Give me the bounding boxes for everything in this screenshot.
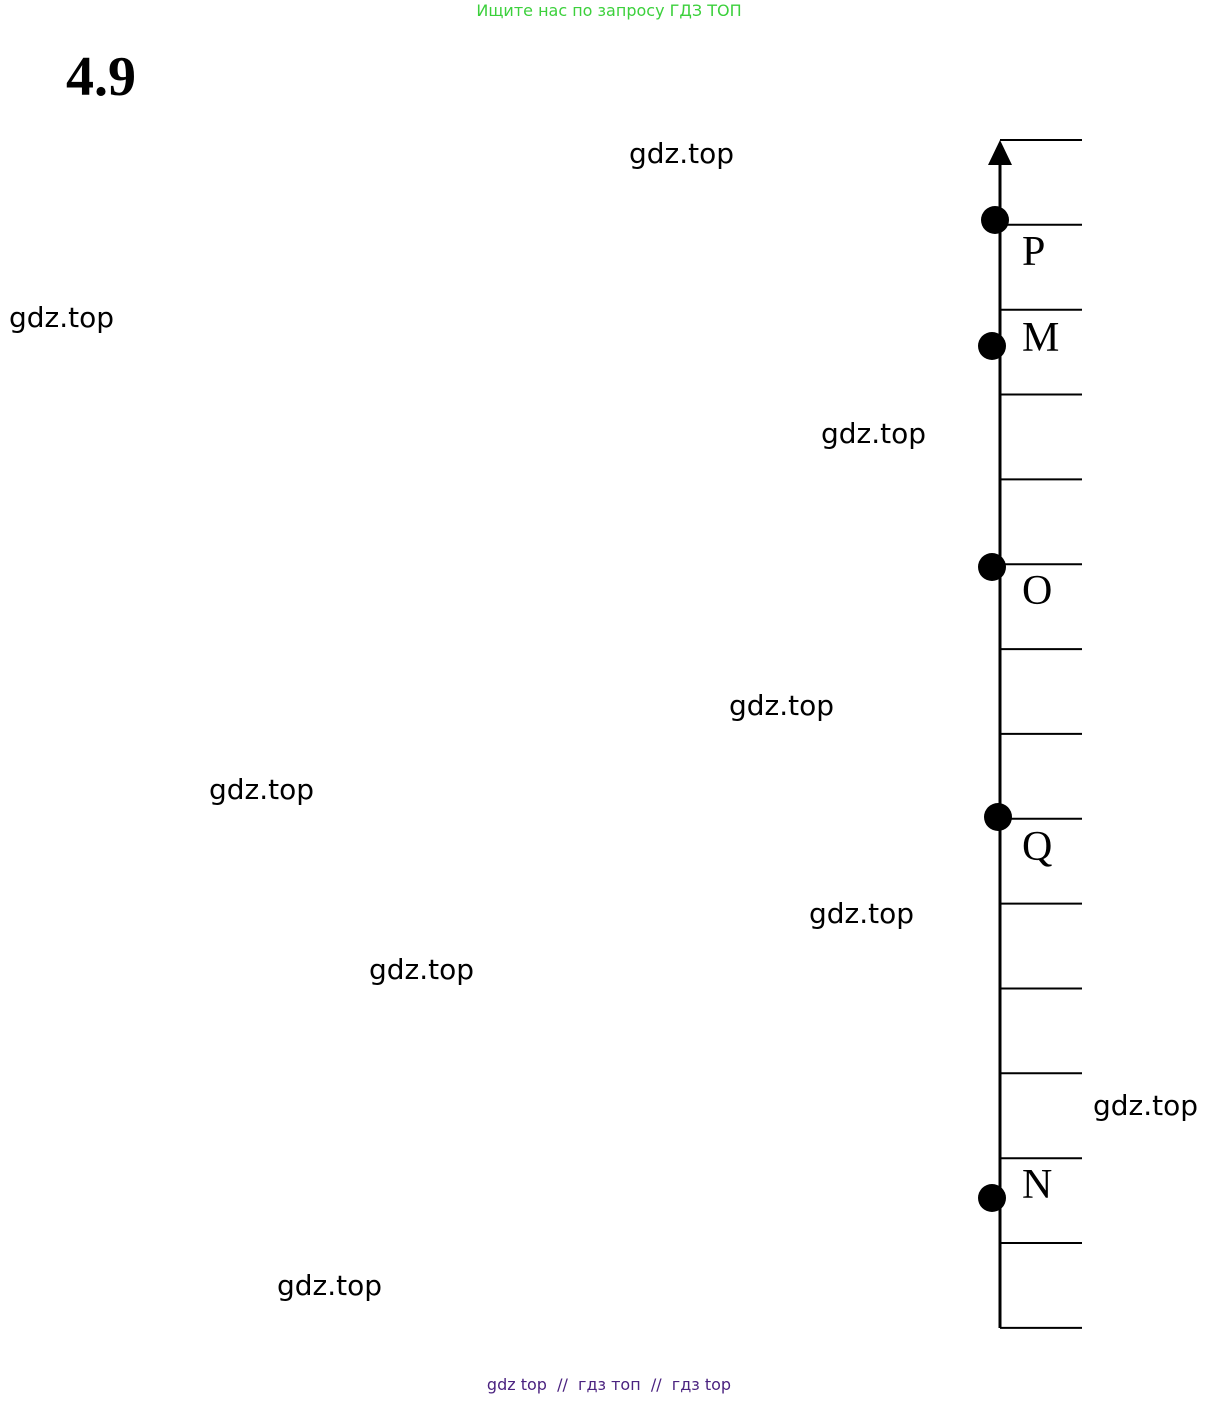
point-m-dot [978,332,1006,360]
footer-links: gdz top // гдз топ // гдз top [486,1375,732,1394]
problem-number: 4.9 [66,46,136,108]
watermark-text: gdz.top [369,953,475,986]
point-q-label: Q [1022,824,1052,870]
watermark-text: gdz.top [9,301,115,334]
point-o-label: O [1022,568,1052,614]
watermark-text: gdz.top [1093,1089,1199,1122]
watermark-text: gdz.top [821,417,927,450]
arrow-up-icon [988,140,1012,165]
watermark-text: gdz.top [277,1269,383,1302]
watermark-text: gdz.top [809,897,915,930]
point-p-label: P [1022,229,1045,275]
point-q-dot [984,803,1012,831]
point-m-label: M [1022,315,1059,361]
watermark-text: gdz.top [209,773,315,806]
point-o-dot [978,553,1006,581]
tick-lines [1000,139,1082,1329]
watermark-text: gdz.top [629,137,735,170]
point-p-dot [981,206,1009,234]
watermark-text: gdz.top [729,689,835,722]
search-banner: Ищите нас по запросу ГДЗ ТОП [476,1,742,20]
labeled-points: P M O Q N [978,206,1059,1212]
point-n-dot [978,1184,1006,1212]
point-n-label: N [1022,1162,1052,1208]
